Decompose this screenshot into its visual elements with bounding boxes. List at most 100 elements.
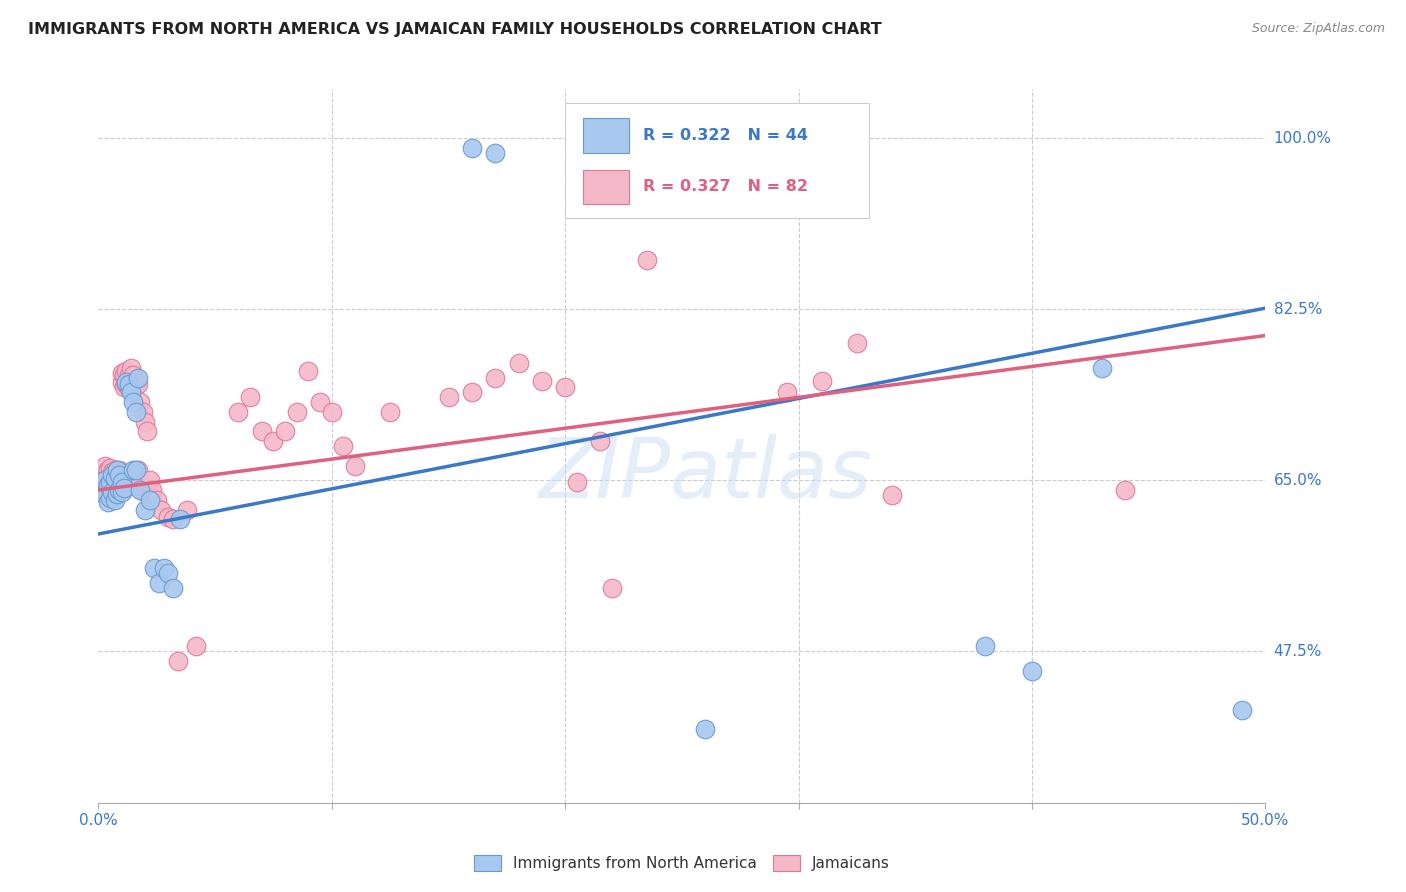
Point — [97, 478, 120, 492]
Point — [108, 481, 131, 495]
Point — [285, 405, 308, 419]
Point — [120, 377, 142, 392]
Point — [125, 473, 148, 487]
Point — [127, 463, 149, 477]
Point — [250, 425, 273, 439]
Point — [91, 466, 114, 480]
Point — [636, 253, 658, 268]
Point — [1114, 483, 1136, 497]
Point — [166, 654, 188, 668]
Point — [118, 381, 141, 395]
Point — [101, 468, 124, 483]
Point — [139, 473, 162, 487]
Point — [115, 364, 138, 378]
Point — [108, 468, 131, 483]
Point — [176, 502, 198, 516]
Point — [274, 425, 297, 439]
Point — [104, 471, 127, 485]
Point — [132, 483, 155, 497]
Point — [239, 390, 262, 404]
Point — [105, 475, 128, 490]
Point — [484, 370, 506, 384]
Point — [118, 377, 141, 392]
Point — [91, 483, 114, 497]
Point — [157, 510, 180, 524]
Point — [127, 370, 149, 384]
Point — [122, 368, 145, 382]
Point — [508, 356, 530, 370]
Point — [120, 385, 142, 400]
Point — [104, 492, 127, 507]
Point — [129, 475, 152, 490]
Point — [122, 380, 145, 394]
Point — [682, 143, 704, 157]
Point — [600, 581, 623, 595]
Point — [141, 491, 163, 505]
Text: IMMIGRANTS FROM NORTH AMERICA VS JAMAICAN FAMILY HOUSEHOLDS CORRELATION CHART: IMMIGRANTS FROM NORTH AMERICA VS JAMAICA… — [28, 22, 882, 37]
Point — [332, 439, 354, 453]
Point — [134, 502, 156, 516]
Point — [152, 561, 174, 575]
Point — [880, 488, 903, 502]
Text: 65.0%: 65.0% — [1274, 473, 1322, 488]
Point — [139, 492, 162, 507]
Point — [125, 405, 148, 419]
Point — [105, 468, 128, 483]
Point — [811, 374, 834, 388]
Point — [1230, 703, 1253, 717]
Bar — [582, 119, 630, 153]
Point — [101, 466, 124, 480]
Point — [115, 376, 138, 390]
Point — [112, 380, 135, 394]
Point — [108, 463, 131, 477]
Point — [461, 141, 484, 155]
Point — [134, 485, 156, 500]
Point — [437, 390, 460, 404]
Point — [974, 640, 997, 654]
Point — [530, 374, 553, 388]
Point — [776, 385, 799, 400]
Point — [148, 575, 170, 590]
Point — [309, 395, 332, 409]
Point — [98, 461, 121, 475]
Point — [162, 512, 184, 526]
Point — [162, 581, 184, 595]
Point — [186, 640, 208, 654]
Point — [101, 485, 124, 500]
Point — [94, 483, 117, 497]
Point — [129, 483, 152, 497]
Text: ZIPatlas: ZIPatlas — [538, 434, 872, 515]
Point — [112, 481, 135, 495]
Text: R = 0.327   N = 82: R = 0.327 N = 82 — [644, 179, 808, 194]
Point — [104, 463, 127, 477]
Point — [129, 395, 152, 409]
Point — [554, 380, 576, 394]
Point — [111, 366, 134, 380]
Point — [98, 478, 121, 492]
Point — [132, 405, 155, 419]
Point — [589, 434, 612, 449]
Point — [146, 492, 169, 507]
Text: R = 0.322   N = 44: R = 0.322 N = 44 — [644, 128, 808, 143]
Point — [169, 512, 191, 526]
Point — [105, 487, 128, 501]
Point — [97, 463, 120, 477]
Point — [134, 415, 156, 429]
Point — [108, 483, 131, 497]
Point — [122, 395, 145, 409]
Legend: Immigrants from North America, Jamaicans: Immigrants from North America, Jamaicans — [468, 849, 896, 877]
Point — [321, 405, 343, 419]
Bar — [582, 169, 630, 204]
Point — [344, 458, 367, 473]
Point — [1021, 664, 1043, 678]
Point — [671, 141, 693, 155]
Point — [94, 488, 117, 502]
Point — [94, 458, 117, 473]
Point — [695, 723, 717, 737]
Point — [262, 434, 284, 449]
Point — [136, 425, 159, 439]
Point — [228, 405, 250, 419]
Point — [98, 475, 121, 490]
Point — [565, 475, 588, 490]
Point — [120, 360, 142, 375]
